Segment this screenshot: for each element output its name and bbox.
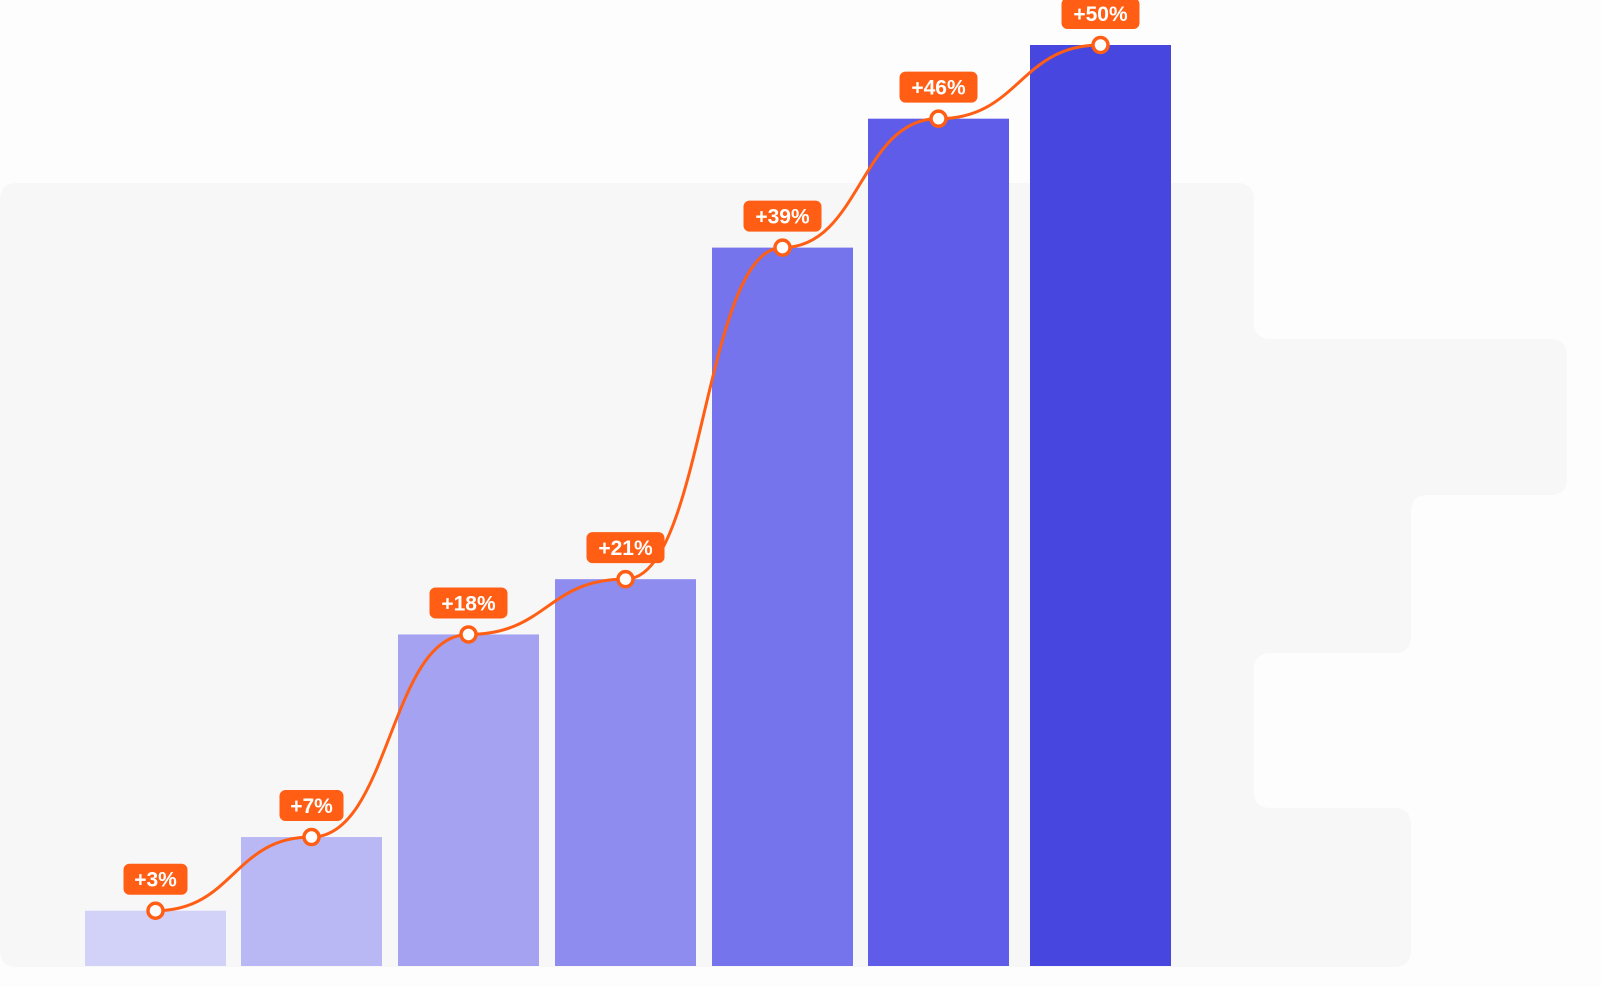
bar-6	[868, 118, 1009, 967]
data-point-7	[1091, 35, 1110, 55]
data-label-6: +46%	[899, 71, 978, 103]
data-label-bg	[1061, 0, 1140, 29]
data-label-text: +18%	[441, 592, 496, 615]
bars-layer	[85, 45, 1171, 967]
data-point-2	[302, 827, 321, 847]
data-point-1	[146, 901, 165, 920]
bar-7	[1030, 45, 1171, 966]
data-label-7: +50%	[1061, 0, 1140, 29]
bar-3	[398, 634, 539, 966]
bar-2	[241, 837, 382, 966]
data-label-1: +3%	[123, 863, 188, 895]
data-label-text: +7%	[290, 795, 333, 818]
bar-4	[555, 579, 696, 966]
bar-5	[712, 247, 853, 966]
data-label-2: +7%	[279, 790, 344, 822]
data-point-3	[459, 625, 478, 644]
data-label-bg	[429, 587, 508, 619]
data-label-text: +39%	[755, 206, 810, 229]
data-point-5	[773, 238, 792, 257]
data-label-3: +18%	[429, 587, 508, 619]
data-label-bg	[899, 71, 978, 103]
data-label-5: +39%	[743, 200, 822, 232]
data-label-4: +21%	[586, 532, 665, 564]
labels-layer: +3% +7% +18% +21% +39% +46% +50%	[123, 0, 1140, 895]
data-label-text: +46%	[911, 77, 966, 100]
data-label-text: +3%	[134, 869, 177, 892]
data-label-text: +50%	[1073, 3, 1128, 26]
data-label-bg	[586, 532, 665, 564]
data-label-bg	[743, 200, 822, 232]
data-label-text: +21%	[598, 537, 653, 560]
data-label-bg	[279, 790, 344, 822]
points-layer	[146, 35, 1110, 920]
data-label-bg	[123, 863, 188, 895]
data-point-4	[616, 569, 635, 589]
data-point-6	[929, 109, 948, 128]
